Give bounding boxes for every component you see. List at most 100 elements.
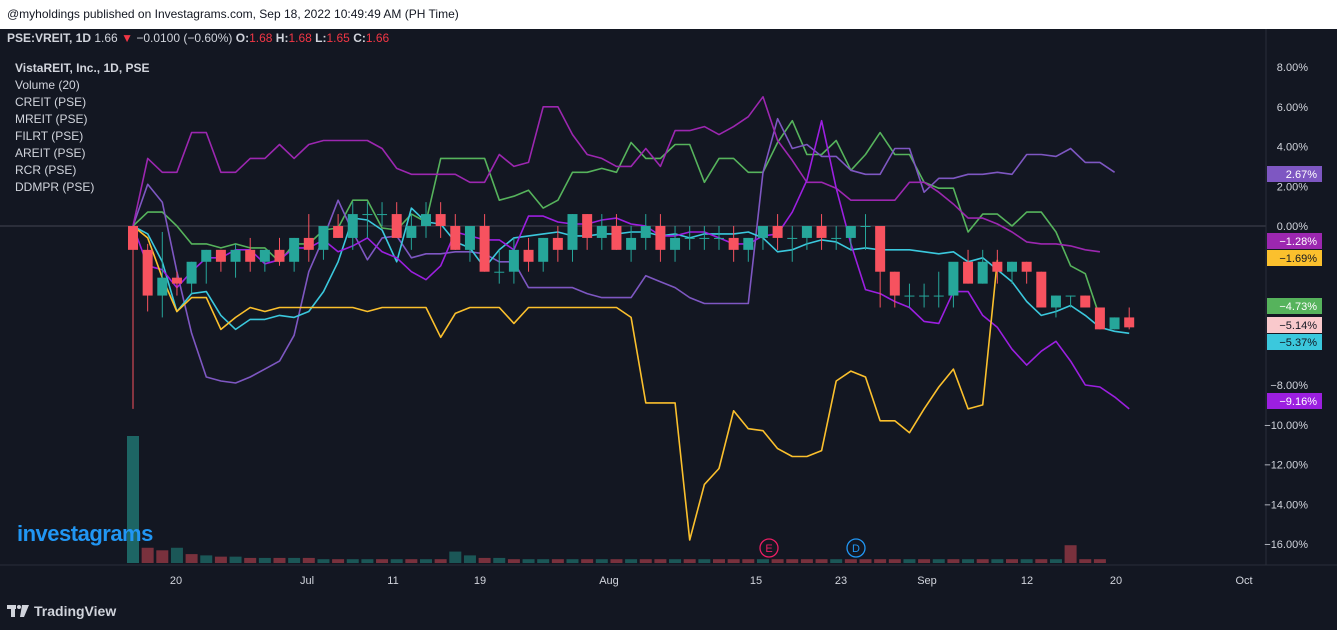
candle-body (1065, 295, 1076, 297)
down-arrow-icon: ▼ (121, 31, 133, 45)
volume-bar (962, 559, 975, 563)
volume-bar (815, 559, 828, 563)
volume-bar (317, 559, 330, 563)
volume-bar (229, 556, 242, 563)
volume-bar (683, 559, 696, 563)
volume-bar (405, 559, 418, 563)
y-tick-label: 6.00% (1277, 102, 1308, 114)
candle-body (743, 237, 754, 250)
y-tick-label: 2.00% (1277, 181, 1308, 193)
candle-body (1124, 317, 1135, 328)
volume-bar (610, 559, 623, 563)
volume-bar (1079, 559, 1092, 563)
last-value-tag (1267, 298, 1322, 314)
last-value-label: −9.16% (1279, 396, 1317, 408)
legend-item-creit[interactable]: CREIT (PSE) (15, 95, 87, 109)
series-line-ddmpr (132, 225, 999, 541)
candle-body (963, 261, 974, 284)
legend-item-mreit[interactable]: MREIT (PSE) (15, 112, 88, 126)
published-text: @myholdings published on Investagrams.co… (7, 7, 459, 21)
volume-bar (669, 559, 682, 563)
x-tick-label: 15 (750, 575, 762, 587)
candle-body (919, 295, 930, 297)
y-tick-label: 8.00% (1277, 62, 1308, 74)
candle-body (435, 214, 446, 226)
candle-body (977, 261, 988, 284)
volume-bar (756, 559, 769, 563)
chart-legend: VistaREIT, Inc., 1D, PSE Volume (20) CRE… (15, 60, 150, 196)
x-tick-label: 11 (387, 575, 398, 587)
last-value-label: −4.73% (1279, 301, 1317, 313)
candle-body (684, 237, 695, 239)
volume-bar (185, 554, 198, 563)
event-marker-label: E (765, 543, 772, 555)
y-tick-label: −8.00% (1270, 380, 1308, 392)
candle-body (728, 237, 739, 250)
event-marker-e (759, 538, 779, 558)
candle-body (787, 237, 798, 239)
legend-item-filrt[interactable]: FILRT (PSE) (15, 129, 84, 143)
open-label: O: (235, 31, 250, 45)
volume-bar (258, 557, 271, 563)
x-tick-label: Jul (300, 575, 314, 587)
candle-body (508, 249, 519, 272)
candle-body (538, 237, 549, 262)
event-marker-d (846, 538, 866, 558)
volume-bar (244, 557, 257, 563)
y-tick-label: 4.00% (1277, 142, 1308, 154)
close-label: C: (353, 31, 366, 45)
volume-bar (302, 557, 315, 563)
price-chart[interactable]: 8.00% 6.00% 4.00% 2.00% 0.00% −8.00% −10.00% −1… (0, 29, 1337, 592)
candle-body (772, 226, 783, 238)
volume-bar (478, 557, 491, 563)
legend-item-volume[interactable]: Volume (20) (15, 78, 80, 92)
tradingview-logo[interactable]: TradingView (7, 603, 116, 619)
volume-bar (141, 547, 154, 563)
volume-bar (727, 559, 740, 563)
y-tick-label: −14.00% (1264, 499, 1308, 511)
candle-body (318, 226, 329, 250)
volume-bar (888, 559, 901, 563)
candle-body (479, 226, 490, 272)
candle-body (274, 249, 285, 262)
volume-bar (449, 551, 462, 563)
candle-body (377, 214, 388, 216)
volume-bar (844, 559, 857, 563)
legend-item-areit[interactable]: AREIT (PSE) (15, 146, 86, 160)
volume-bar (1020, 559, 1033, 563)
legend-item-ddmpr[interactable]: DDMPR (PSE) (15, 180, 95, 194)
volume-bar (698, 559, 711, 563)
volume-bar (434, 559, 447, 563)
candle-body (757, 226, 768, 238)
volume-bar (170, 547, 183, 563)
candle-body (626, 237, 637, 250)
candle-body (860, 226, 871, 227)
low-value: 1.65 (326, 31, 350, 45)
candle-body (831, 237, 842, 239)
volume-bar (903, 559, 916, 563)
candle-body (875, 226, 886, 272)
published-banner: @myholdings published on Investagrams.co… (0, 0, 1337, 29)
candle-body (245, 249, 256, 262)
volume-bar (507, 559, 520, 563)
legend-item-rcr[interactable]: RCR (PSE) (15, 163, 77, 177)
candle-body (582, 214, 593, 238)
candle-body (391, 214, 402, 238)
symbol-name[interactable]: PSE:VREIT, 1D (7, 31, 92, 45)
volume-bar (742, 559, 755, 563)
candle-body (347, 214, 358, 238)
volume-bar (551, 559, 564, 563)
y-tick-label: −10.00% (1264, 420, 1308, 432)
chart-frame[interactable] (0, 29, 1337, 592)
candle-body (523, 249, 534, 262)
x-tick-label: 23 (835, 575, 847, 587)
legend-title[interactable]: VistaREIT, Inc., 1D, PSE (15, 61, 150, 75)
last-value-label: −1.28% (1279, 236, 1317, 248)
candle-body (1109, 317, 1120, 330)
last-value-label: −5.14% (1279, 320, 1317, 332)
volume-bar (273, 557, 286, 563)
candle-body (992, 261, 1003, 272)
candle-body (142, 249, 153, 296)
y-tick-label: 0.00% (1277, 221, 1308, 233)
candle-body (596, 226, 607, 238)
